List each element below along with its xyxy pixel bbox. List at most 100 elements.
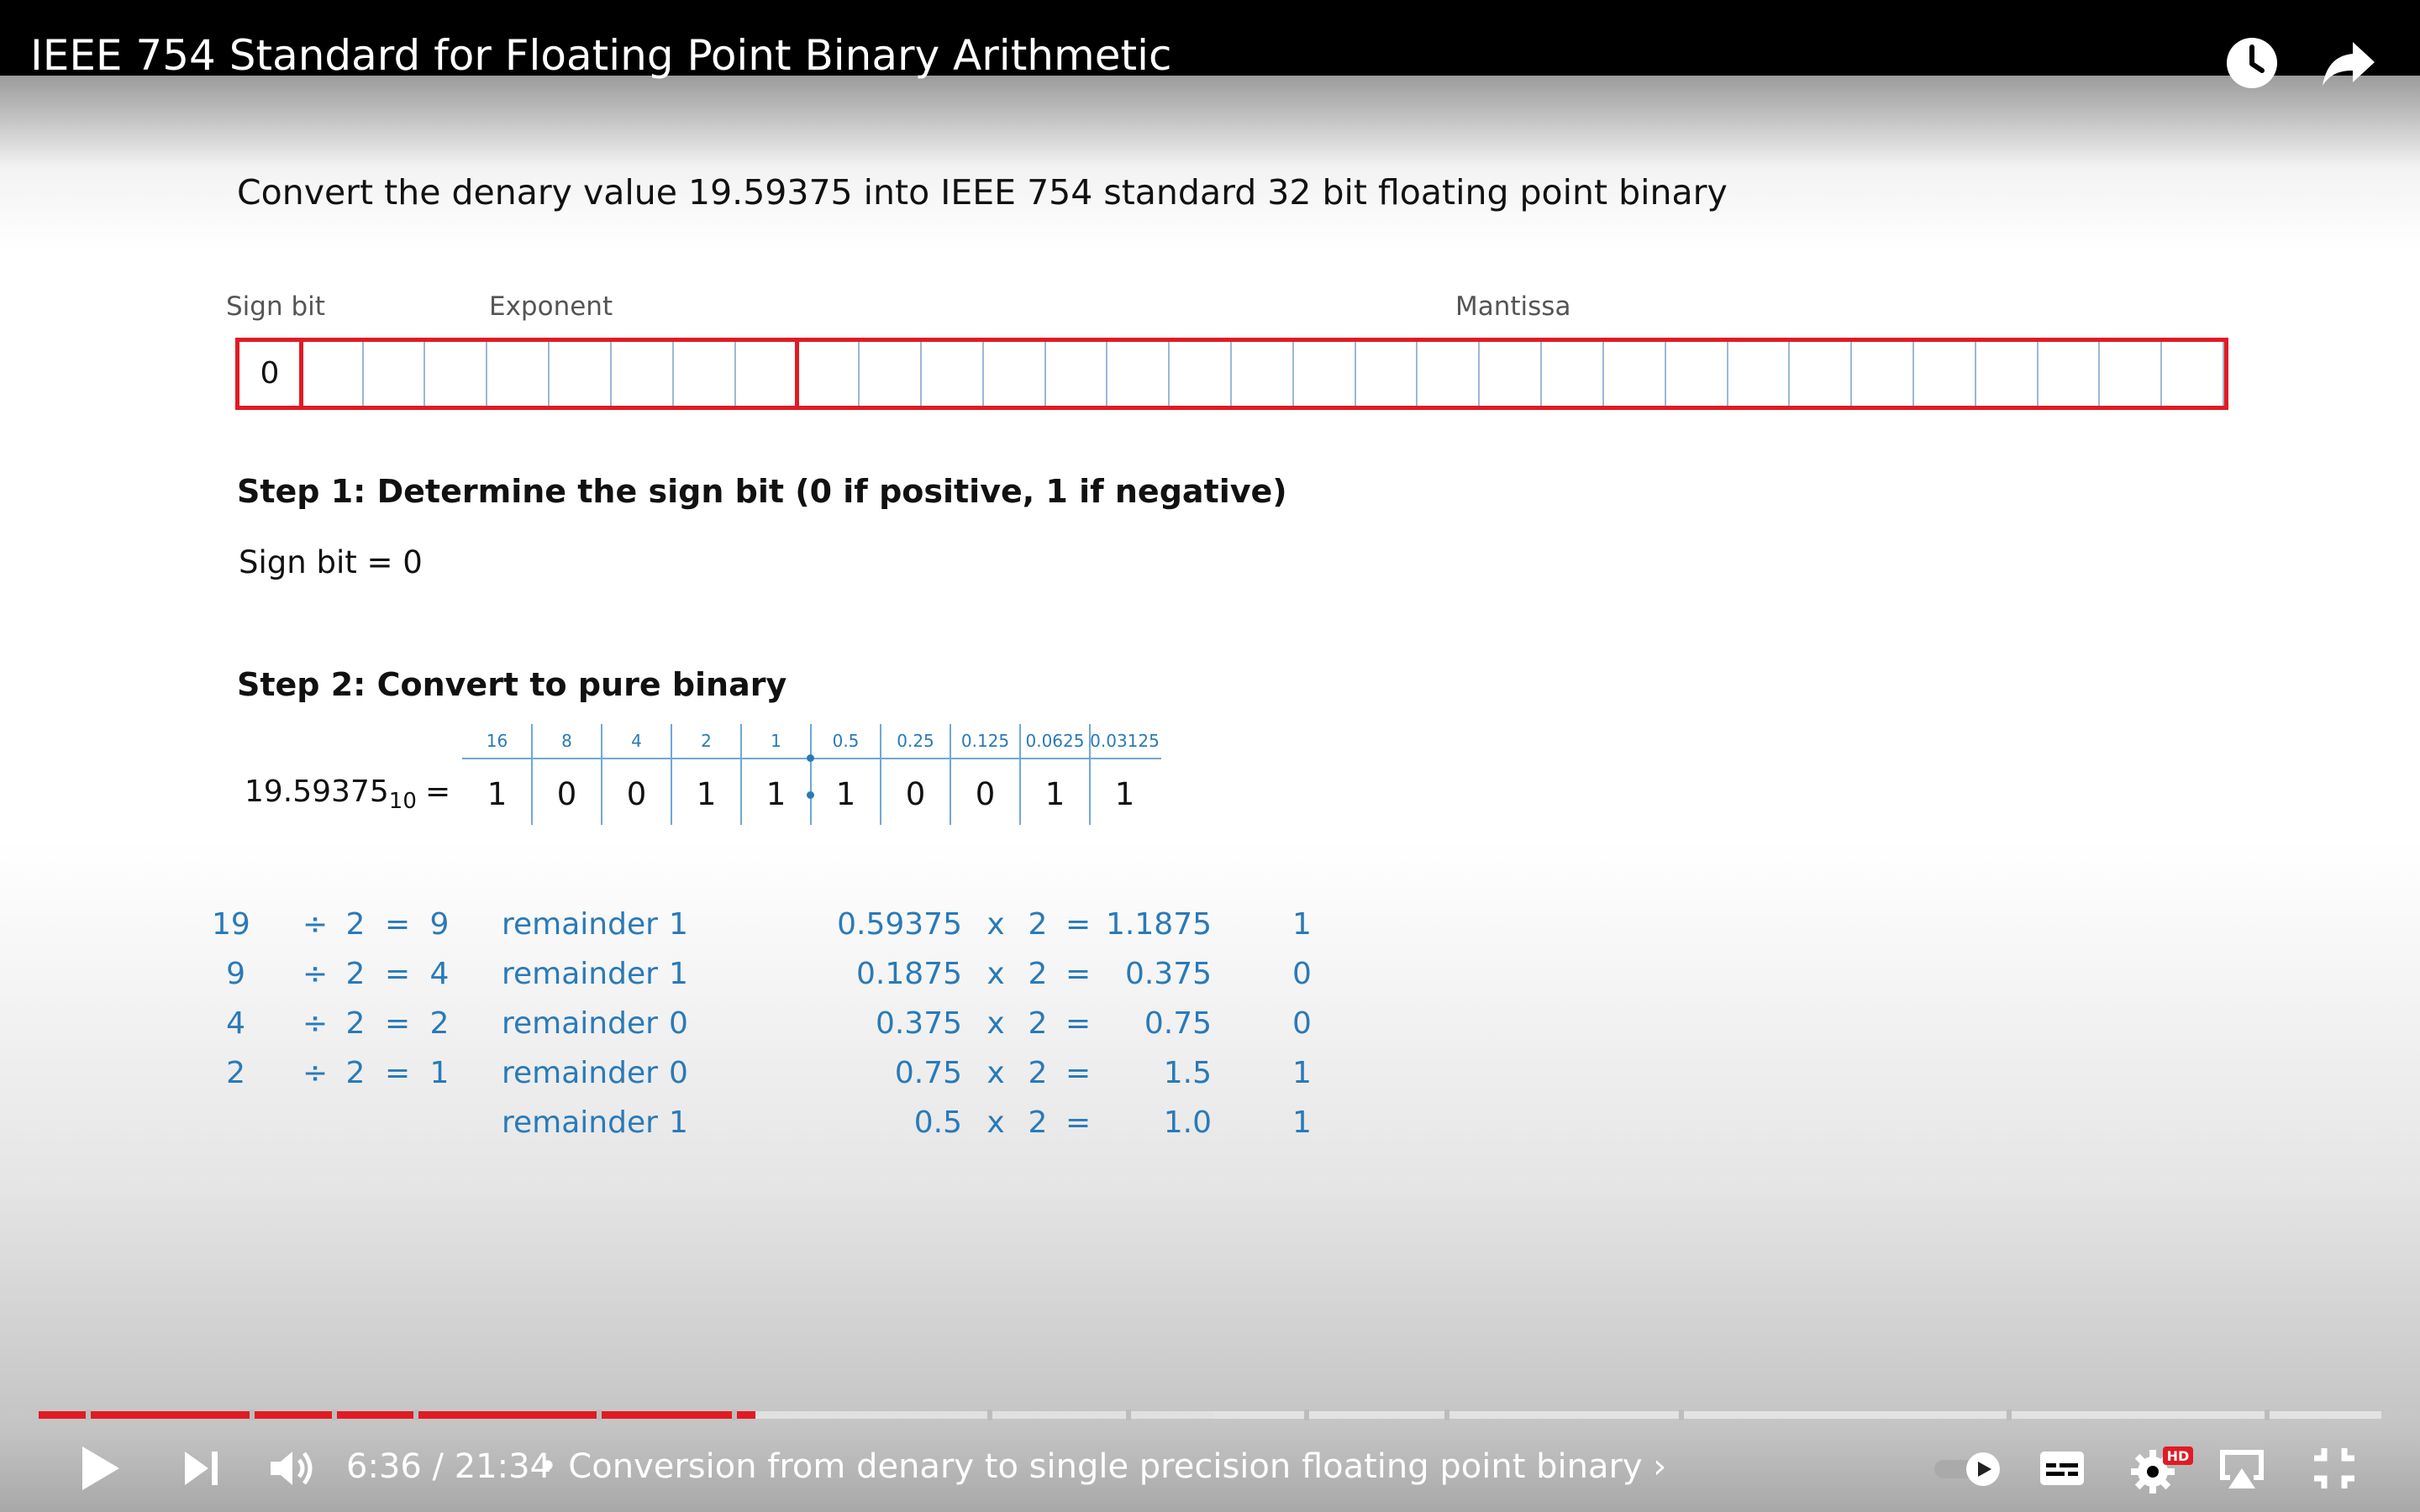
divisor: 2: [345, 1056, 366, 1090]
time-display: 6:36 / 21:34: [346, 1447, 552, 1486]
bit-cell: [1046, 342, 1108, 406]
chapter-marker: [332, 1410, 337, 1420]
place-value-header: 8: [561, 731, 572, 751]
exponent-mantissa-divider: [795, 342, 800, 406]
bit-cell: [1914, 342, 1976, 406]
play-icon[interactable]: [76, 1443, 126, 1494]
division-number: 4: [226, 1006, 245, 1041]
bit-cell: [1976, 342, 2039, 406]
exponent-label: Exponent: [489, 291, 613, 322]
sign-bit-label: Sign bit: [226, 291, 325, 322]
table-column-divider: [810, 724, 812, 825]
bit-cell: [425, 342, 488, 406]
multiply-sign: x: [986, 957, 1005, 991]
divide-sign: ÷: [302, 1056, 329, 1090]
binary-digit: 1: [696, 776, 717, 812]
multiplier: 2: [1028, 1056, 1048, 1090]
place-value-header: 0.03125: [1090, 731, 1160, 751]
multiply-equals: =: [1065, 1105, 1092, 1140]
bit-cell: [1356, 342, 1418, 406]
binary-digit: 0: [626, 776, 647, 812]
division-number: 19: [212, 907, 250, 942]
multiplier: 2: [1028, 907, 1048, 942]
table-column-divider: [1019, 724, 1021, 825]
fraction-value: 0.1875: [856, 957, 962, 991]
progress-played: [39, 1411, 755, 1419]
place-value-header: 2: [701, 731, 712, 751]
fraction-value: 0.5: [913, 1105, 962, 1140]
place-value-header: 0.125: [960, 731, 1010, 751]
chapter-marker: [250, 1410, 255, 1420]
bit-cell: [797, 342, 860, 406]
product-value: 0.375: [1124, 957, 1212, 991]
chapter-marker: [1304, 1410, 1309, 1420]
remainder-label: remainder: [502, 957, 658, 991]
remainder-digit: 0: [669, 1056, 688, 1090]
divide-sign: ÷: [302, 907, 329, 942]
bit-cell: [487, 342, 550, 406]
question-text: Convert the denary value 19.59375 into I…: [237, 172, 1728, 213]
bit-cell: [2162, 342, 2224, 406]
multiply-sign: x: [986, 1105, 1005, 1140]
multiplier: 2: [1028, 957, 1048, 991]
chapter-marker: [1444, 1410, 1449, 1420]
chapter-marker: [86, 1410, 91, 1420]
autoplay-toggle[interactable]: [1931, 1443, 2012, 1494]
product-value: 1.1875: [1106, 907, 1212, 942]
bit-cell: [2039, 342, 2101, 406]
bit-cell: [364, 342, 426, 406]
divisor: 2: [345, 1006, 366, 1041]
remainder-digit: 0: [669, 1006, 688, 1041]
settings-icon[interactable]: HD: [2129, 1443, 2196, 1494]
bit-cell: [302, 342, 364, 406]
bit-cell: [736, 342, 798, 406]
chapter-marker: [1126, 1410, 1131, 1420]
multiplier: 2: [1028, 1105, 1048, 1140]
chapter-marker: [2007, 1410, 2012, 1420]
chapter-marker: [987, 1410, 992, 1420]
place-value-header: 0.25: [897, 731, 934, 751]
volume-icon[interactable]: [266, 1443, 316, 1494]
divisor: 2: [345, 907, 366, 942]
title-bar-fade: [0, 76, 2420, 168]
quotient: 2: [429, 1006, 450, 1041]
binary-digit: 1: [487, 776, 508, 812]
share-icon[interactable]: [2319, 34, 2378, 92]
bit-cell: [1542, 342, 1604, 406]
place-value-header: 1: [771, 731, 781, 751]
bit-cell: [1790, 342, 1853, 406]
remainder-digit: 1: [669, 957, 688, 991]
bit-cell: [984, 342, 1046, 406]
place-value-header: 16: [486, 731, 508, 751]
bit-cell: [1666, 342, 1728, 406]
denary-value: 19.5937510: [245, 774, 417, 815]
binary-point-marker: [807, 754, 814, 762]
clock-icon[interactable]: [2223, 34, 2281, 92]
sign-bit-result: Sign bit = 0: [239, 544, 423, 580]
place-value-header: 4: [631, 731, 642, 751]
place-value-header: 0.5: [832, 731, 860, 751]
remainder-label: remainder: [502, 1006, 658, 1041]
bit-cell: [1728, 342, 1791, 406]
multiply-equals: =: [1065, 907, 1092, 942]
table-column-divider: [531, 724, 533, 825]
binary-point: [807, 791, 814, 799]
chapter-title[interactable]: • Conversion from denary to single preci…: [538, 1447, 1667, 1486]
exit-fullscreen-icon[interactable]: [2309, 1443, 2360, 1494]
binary-digit: 1: [1044, 776, 1065, 812]
division-equals: =: [385, 907, 411, 942]
step2-heading: Step 2: Convert to pure binary: [237, 666, 787, 703]
chapter-marker: [732, 1410, 737, 1420]
division-equals: =: [385, 1006, 411, 1041]
mantissa-label: Mantissa: [1455, 291, 1571, 322]
video-title[interactable]: IEEE 754 Standard for Floating Point Bin…: [30, 31, 1172, 80]
airplay-icon[interactable]: [2217, 1443, 2267, 1494]
fraction-bit: 1: [1292, 907, 1312, 942]
multiply-sign: x: [986, 1006, 1005, 1041]
subtitles-icon[interactable]: [2037, 1443, 2087, 1494]
next-icon[interactable]: [176, 1443, 227, 1494]
division-equals: =: [385, 957, 411, 991]
progress-buffered: [755, 1411, 1214, 1419]
remainder-digit: 1: [669, 1105, 688, 1140]
